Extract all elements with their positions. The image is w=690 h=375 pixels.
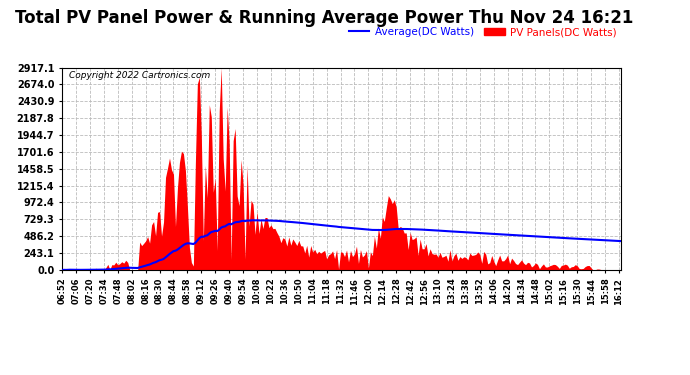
Text: Copyright 2022 Cartronics.com: Copyright 2022 Cartronics.com: [69, 71, 210, 80]
Legend: Average(DC Watts), PV Panels(DC Watts): Average(DC Watts), PV Panels(DC Watts): [344, 23, 621, 41]
Text: Total PV Panel Power & Running Average Power Thu Nov 24 16:21: Total PV Panel Power & Running Average P…: [15, 9, 633, 27]
